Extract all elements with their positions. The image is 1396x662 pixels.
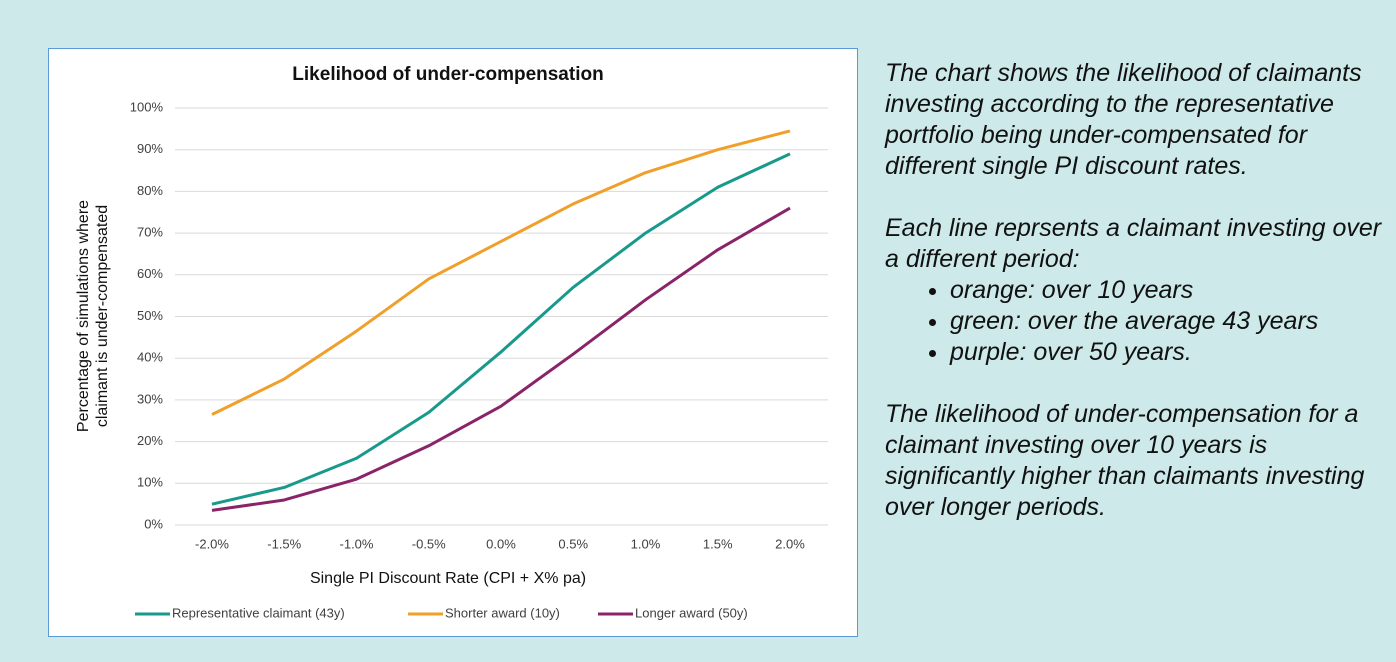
y-tick-label: 30% <box>137 391 163 406</box>
paragraph: The likelihood of under-compensation for… <box>885 400 1365 521</box>
legend-label: Longer award (50y) <box>635 605 748 620</box>
bullet: purple: over 50 years. <box>950 337 1390 368</box>
bullet: green: over the average 43 years <box>950 306 1390 337</box>
y-tick-label: 0% <box>144 516 163 531</box>
legend-label: Shorter award (10y) <box>445 605 560 620</box>
series-line <box>211 206 791 512</box>
chart-frame <box>48 48 858 637</box>
paragraph: The chart shows the likelihood of claima… <box>885 59 1362 180</box>
y-tick-label: 80% <box>137 183 163 198</box>
y-tick-label: 60% <box>137 266 163 281</box>
bullet-list: orange: over 10 years green: over the av… <box>885 275 1390 368</box>
y-axis-label: Percentage of simulations where <box>75 200 92 432</box>
x-tick-label: -1.5% <box>267 536 301 551</box>
series-line <box>211 129 791 416</box>
bullet: orange: over 10 years <box>950 275 1390 306</box>
y-tick-label: 50% <box>137 308 163 323</box>
series-line <box>211 152 791 506</box>
x-tick-label: 0.5% <box>558 536 588 551</box>
legend-label: Representative claimant (43y) <box>172 605 345 620</box>
y-tick-label: 40% <box>137 350 163 365</box>
y-axis-label: claimant is under-compensated <box>94 205 111 427</box>
side-text: The chart shows the likelihood of claima… <box>885 58 1390 554</box>
x-tick-label: -1.0% <box>340 536 374 551</box>
y-tick-label: 90% <box>137 141 163 156</box>
x-tick-label: -2.0% <box>195 536 229 551</box>
x-tick-label: 1.5% <box>703 536 733 551</box>
y-tick-label: 70% <box>137 225 163 240</box>
x-tick-label: 2.0% <box>775 536 805 551</box>
y-tick-label: 100% <box>130 99 164 114</box>
x-tick-label: 0.0% <box>486 536 516 551</box>
x-axis-label: Single PI Discount Rate (CPI + X% pa) <box>310 570 586 587</box>
x-tick-label: -0.5% <box>412 536 446 551</box>
y-tick-label: 20% <box>137 433 163 448</box>
chart-title: Likelihood of under-compensation <box>292 64 603 85</box>
y-tick-label: 10% <box>137 475 163 490</box>
x-tick-label: 1.0% <box>631 536 661 551</box>
chart: Likelihood of under-compensation Percent… <box>48 48 858 637</box>
paragraph: Each line reprsents a claimant investing… <box>885 214 1382 273</box>
